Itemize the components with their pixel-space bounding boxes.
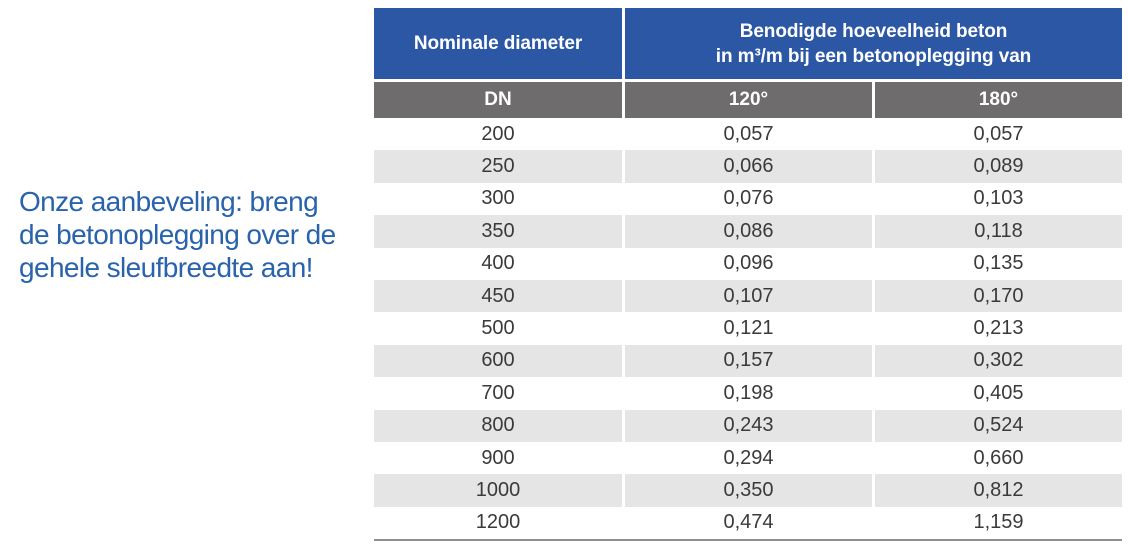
- cell-180: 0,660: [875, 441, 1122, 475]
- cell-180: 0,524: [875, 409, 1122, 442]
- cell-dn: 400: [374, 247, 622, 280]
- cell-120: 0,350: [625, 474, 872, 507]
- table-row: 1000 0,350 0,812: [374, 474, 1122, 507]
- header-concrete-quantity: Benodigde hoeveelheid beton in m³/m bij …: [625, 8, 1122, 79]
- cell-180: 0,302: [875, 344, 1122, 378]
- concrete-quantity-table: Nominale diameter Benodigde hoeveelheid …: [374, 8, 1122, 542]
- table-row: 800 0,243 0,524: [374, 409, 1122, 442]
- table-row: 350 0,086 0,118: [374, 215, 1122, 248]
- cell-120: 0,157: [625, 344, 872, 378]
- cell-dn: 1200: [374, 506, 622, 540]
- subheader-180deg: 180°: [875, 82, 1122, 118]
- header-nominal-diameter: Nominale diameter: [374, 8, 622, 79]
- cell-180: 0,213: [875, 312, 1122, 345]
- cell-120: 0,096: [625, 247, 872, 280]
- table-subheader-row: DN 120° 180°: [374, 82, 1122, 118]
- cell-120: 0,474: [625, 506, 872, 540]
- table-row: 700 0,198 0,405: [374, 377, 1122, 410]
- cell-dn: 1000: [374, 474, 622, 507]
- table-row: 450 0,107 0,170: [374, 279, 1122, 313]
- table-row: 600 0,157 0,302: [374, 344, 1122, 378]
- cell-180: 0,135: [875, 247, 1122, 280]
- cell-120: 0,076: [625, 182, 872, 216]
- header-concrete-quantity-line-2: in m³/m bij een betonoplegging van: [715, 45, 1032, 67]
- cell-120: 0,294: [625, 441, 872, 475]
- cell-dn: 600: [374, 344, 622, 378]
- cell-120: 0,198: [625, 377, 872, 410]
- cell-120: 0,107: [625, 279, 872, 313]
- note-line-1: Onze aanbeveling: breng: [19, 186, 319, 217]
- table-row: 500 0,121 0,213: [374, 312, 1122, 345]
- header-concrete-quantity-line-1: Benodigde hoeveelheid beton: [739, 20, 1008, 42]
- cell-180: 0,405: [875, 377, 1122, 410]
- cell-180: 0,103: [875, 182, 1122, 216]
- cell-dn: 350: [374, 215, 622, 248]
- cell-dn: 500: [374, 312, 622, 345]
- cell-180: 0,118: [875, 215, 1122, 248]
- recommendation-note: Onze aanbeveling: breng de betonopleggin…: [19, 185, 359, 284]
- cell-120: 0,121: [625, 312, 872, 345]
- table-row: 250 0,066 0,089: [374, 150, 1122, 183]
- cell-120: 0,066: [625, 150, 872, 183]
- cell-120: 0,243: [625, 409, 872, 442]
- subheader-120deg: 120°: [625, 82, 872, 118]
- cell-dn: 900: [374, 441, 622, 475]
- table-row: 400 0,096 0,135: [374, 247, 1122, 280]
- cell-dn: 250: [374, 150, 622, 183]
- note-line-2: de betonoplegging over de: [19, 219, 336, 250]
- table-row: 300 0,076 0,103: [374, 182, 1122, 216]
- cell-dn: 200: [374, 118, 622, 151]
- cell-dn: 700: [374, 377, 622, 410]
- cell-120: 0,057: [625, 118, 872, 151]
- table-header-row: Nominale diameter Benodigde hoeveelheid …: [374, 8, 1122, 79]
- cell-180: 0,170: [875, 279, 1122, 313]
- cell-dn: 300: [374, 182, 622, 216]
- table-row: 900 0,294 0,660: [374, 441, 1122, 475]
- cell-180: 1,159: [875, 506, 1122, 540]
- cell-dn: 800: [374, 409, 622, 442]
- subheader-dn: DN: [374, 82, 622, 118]
- cell-180: 0,812: [875, 474, 1122, 507]
- cell-180: 0,057: [875, 118, 1122, 151]
- note-line-3: gehele sleufbreedte aan!: [19, 252, 313, 283]
- cell-dn: 450: [374, 279, 622, 313]
- cell-120: 0,086: [625, 215, 872, 248]
- cell-180: 0,089: [875, 150, 1122, 183]
- table-row: 1200 0,474 1,159: [374, 506, 1122, 540]
- table-row: 200 0,057 0,057: [374, 118, 1122, 151]
